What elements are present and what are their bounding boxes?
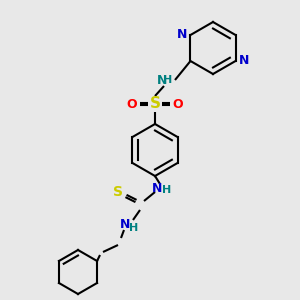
Text: N: N bbox=[177, 28, 188, 41]
Text: N: N bbox=[120, 218, 130, 232]
Text: H: H bbox=[162, 185, 172, 195]
Text: N: N bbox=[152, 182, 162, 194]
Text: N: N bbox=[238, 55, 249, 68]
Text: H: H bbox=[164, 75, 172, 85]
Text: O: O bbox=[127, 98, 137, 110]
Text: S: S bbox=[113, 185, 123, 199]
Text: S: S bbox=[149, 97, 161, 112]
Text: N: N bbox=[157, 74, 167, 86]
Text: O: O bbox=[173, 98, 183, 110]
Text: H: H bbox=[129, 223, 139, 233]
